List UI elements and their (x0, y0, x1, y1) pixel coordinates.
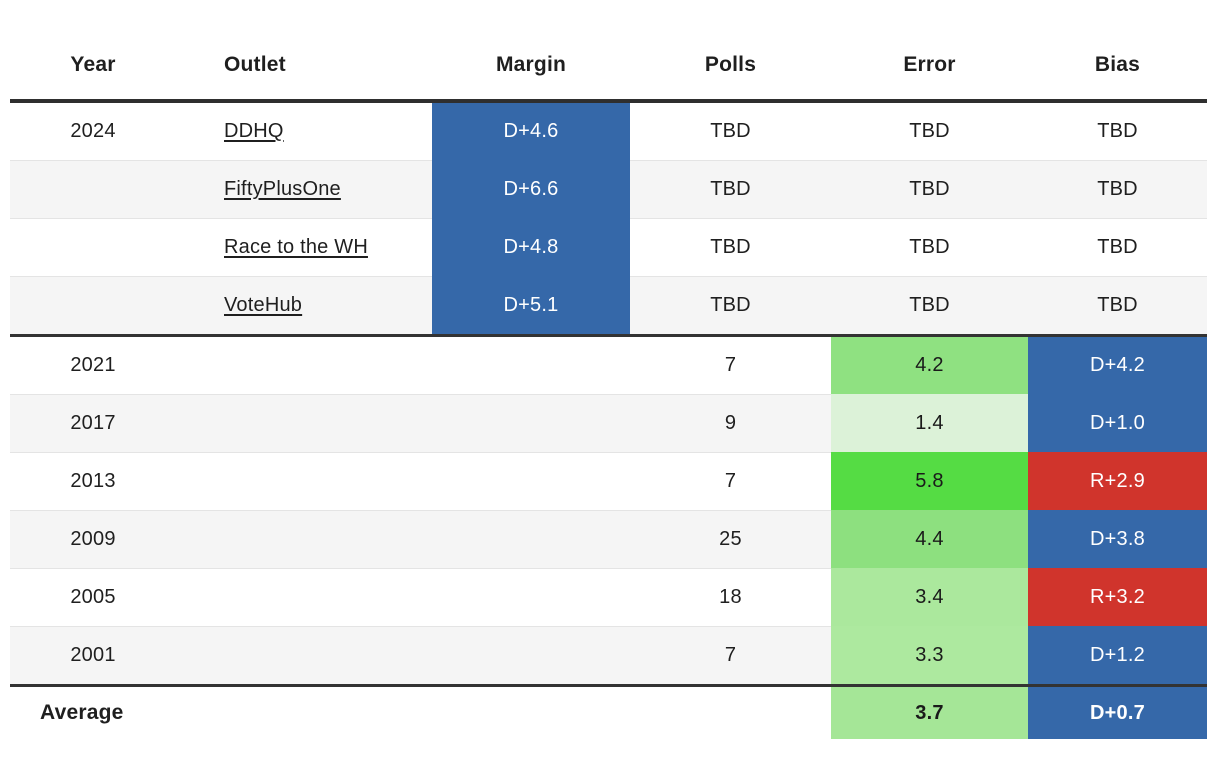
outlet-cell (176, 568, 432, 626)
outlet-cell (176, 452, 432, 510)
margin-cell (432, 568, 630, 626)
polls-cell: 7 (630, 626, 831, 684)
outlet-cell (176, 510, 432, 568)
col-header-margin: Margin (432, 30, 630, 103)
margin-cell (432, 684, 630, 739)
polls-cell: TBD (630, 160, 831, 218)
table-row-2009: 2009 25 4.4 D+3.8 (10, 510, 1207, 568)
polls-cell: TBD (630, 276, 831, 334)
polls-cell: TBD (710, 120, 751, 142)
polls-cell: TBD (630, 218, 831, 276)
outlet-link[interactable]: Race to the WH (224, 236, 368, 258)
bias-cell: TBD (1028, 218, 1207, 276)
average-label: Average (10, 684, 176, 739)
error-cell: 4.4 (831, 510, 1028, 568)
outlet-cell: Race to the WH (176, 218, 432, 276)
outlet-cell (176, 394, 432, 452)
error-cell: 4.2 (831, 334, 1028, 394)
error-cell: TBD (831, 160, 1028, 218)
bias-cell: TBD (1028, 160, 1207, 218)
polls-cell: 7 (630, 452, 831, 510)
bias-cell: TBD (1028, 276, 1207, 334)
error-cell: TBD (831, 276, 1028, 334)
year-cell (10, 276, 176, 334)
table-row-2024-ddhq: 2024 DDHQ D+4.6 TBD TBD TBD (10, 103, 1207, 160)
table-row-2001: 2001 7 3.3 D+1.2 (10, 626, 1207, 684)
table-row-2024-racetothewh: Race to the WH D+4.8 TBD TBD TBD (10, 218, 1207, 276)
year-cell: 2017 (10, 394, 176, 452)
outlet-cell (176, 626, 432, 684)
table-body: 2024 DDHQ D+4.6 TBD TBD TBD FiftyPlusOne… (10, 103, 1207, 739)
year-cell: 2024 (70, 120, 116, 142)
table-header: Year Outlet Margin Polls Error Bias (10, 30, 1207, 103)
table-row-2017: 2017 9 1.4 D+1.0 (10, 394, 1207, 452)
col-header-year: Year (10, 30, 176, 103)
header-row: Year Outlet Margin Polls Error Bias (10, 30, 1207, 103)
bias-cell: R+2.9 (1028, 452, 1207, 510)
margin-cell (432, 334, 630, 394)
outlet-cell: DDHQ (176, 103, 432, 160)
bias-cell: D+1.2 (1028, 626, 1207, 684)
outlet-cell: FiftyPlusOne (176, 160, 432, 218)
margin-cell (432, 510, 630, 568)
col-header-polls: Polls (630, 30, 831, 103)
error-cell: TBD (831, 218, 1028, 276)
year-cell: 2009 (10, 510, 176, 568)
pollster-accuracy-page: Year Outlet Margin Polls Error Bias 2024… (10, 30, 1207, 739)
polls-cell: 7 (630, 334, 831, 394)
table-row-2024-votehub: VoteHub D+5.1 TBD TBD TBD (10, 276, 1207, 334)
outlet-cell (176, 684, 432, 739)
margin-cell: D+6.6 (432, 160, 630, 218)
polls-cell (630, 684, 831, 739)
error-cell: 1.4 (831, 394, 1028, 452)
error-cell: 5.8 (831, 452, 1028, 510)
margin-cell: D+5.1 (432, 276, 630, 334)
margin-cell (432, 394, 630, 452)
polls-cell: 9 (630, 394, 831, 452)
polls-cell: 25 (630, 510, 831, 568)
bias-cell: D+1.0 (1028, 394, 1207, 452)
error-cell: 3.3 (831, 626, 1028, 684)
year-cell: 2001 (10, 626, 176, 684)
margin-cell (432, 452, 630, 510)
table-row-2024-fiftyplusone: FiftyPlusOne D+6.6 TBD TBD TBD (10, 160, 1207, 218)
bias-cell: D+3.8 (1028, 510, 1207, 568)
col-header-outlet: Outlet (176, 30, 432, 103)
margin-cell (432, 626, 630, 684)
year-cell: 2021 (10, 334, 176, 394)
pollster-accuracy-table: Year Outlet Margin Polls Error Bias 2024… (10, 30, 1207, 739)
outlet-link[interactable]: DDHQ (224, 120, 284, 142)
year-cell (10, 160, 176, 218)
outlet-cell (176, 334, 432, 394)
error-cell: TBD (909, 120, 950, 142)
col-header-error: Error (831, 30, 1028, 103)
bias-cell: R+3.2 (1028, 568, 1207, 626)
year-cell (10, 218, 176, 276)
average-bias-cell: D+0.7 (1028, 684, 1207, 739)
error-cell: 3.4 (831, 568, 1028, 626)
table-row-2021: 2021 7 4.2 D+4.2 (10, 334, 1207, 394)
outlet-link[interactable]: FiftyPlusOne (224, 178, 341, 200)
margin-cell: D+4.6 (432, 103, 630, 160)
year-cell: 2005 (10, 568, 176, 626)
outlet-cell: VoteHub (176, 276, 432, 334)
table-row-2005: 2005 18 3.4 R+3.2 (10, 568, 1207, 626)
polls-cell: 18 (630, 568, 831, 626)
table-row-2013: 2013 7 5.8 R+2.9 (10, 452, 1207, 510)
outlet-link[interactable]: VoteHub (224, 294, 303, 316)
margin-cell: D+4.8 (432, 218, 630, 276)
bias-cell: TBD (1097, 120, 1138, 142)
average-error-cell: 3.7 (831, 684, 1028, 739)
year-cell: 2013 (10, 452, 176, 510)
table-row-average: Average 3.7 D+0.7 (10, 684, 1207, 739)
col-header-bias: Bias (1028, 30, 1207, 103)
bias-cell: D+4.2 (1028, 334, 1207, 394)
